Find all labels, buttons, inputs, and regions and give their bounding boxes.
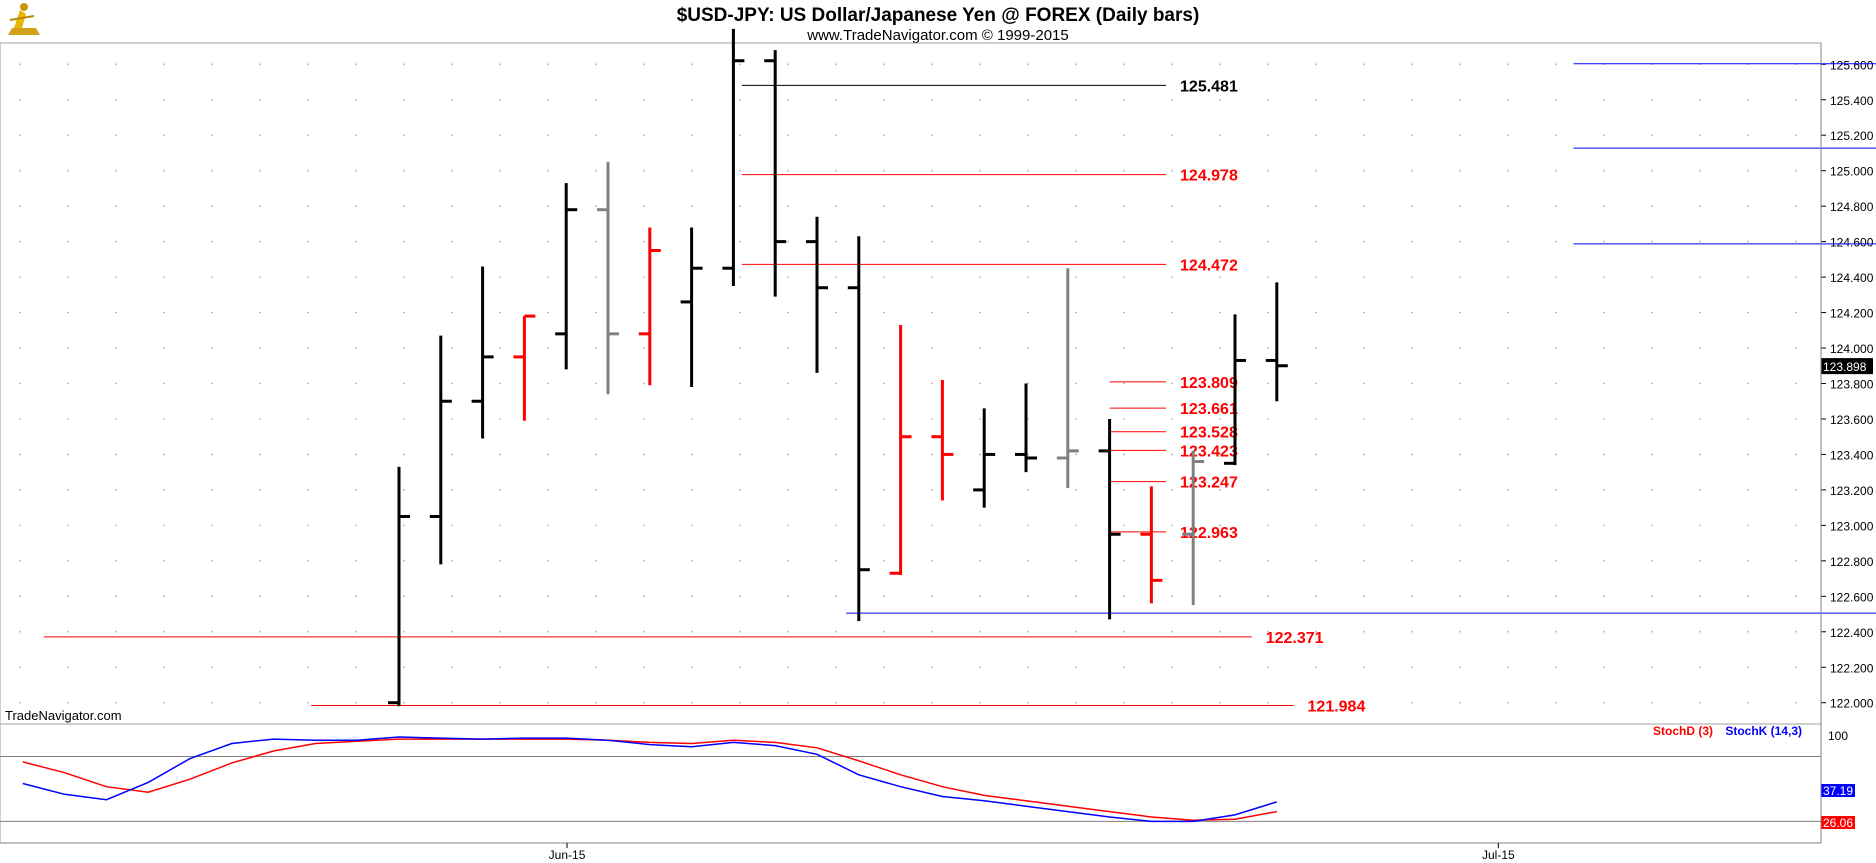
price-tick-label: 124.000	[1830, 342, 1874, 356]
ohlc-bar	[1015, 383, 1037, 473]
header-band	[0, 0, 1876, 43]
ohlc-bar	[847, 236, 870, 622]
stochastic-panel	[0, 723, 1822, 844]
ohlc-bar	[1056, 268, 1079, 489]
price-tick-label: 123.000	[1830, 519, 1874, 533]
price-tick-label: 122.200	[1830, 661, 1874, 675]
stoch-series-line	[22, 736, 1278, 823]
ohlc-bar	[973, 408, 996, 508]
price-tick-label: 125.400	[1830, 94, 1874, 108]
price-tick-label: 123.400	[1830, 448, 1874, 462]
price-tick-label: 122.400	[1830, 626, 1874, 640]
price-tick-label: 124.800	[1830, 200, 1874, 214]
ohlc-bar	[1098, 418, 1121, 620]
stoch-value-box	[1821, 784, 1855, 797]
last-price-box	[1821, 358, 1873, 375]
price-tick-label: 125.000	[1830, 165, 1874, 179]
price-panel	[0, 42, 1822, 725]
level-label: 123.528	[1180, 425, 1238, 442]
bars-layer	[388, 28, 1288, 707]
stoch-value-box	[1821, 816, 1855, 829]
chart-subtitle: www.TradeNavigator.com © 1999-2015	[806, 27, 1068, 44]
level-label: 123.661	[1180, 401, 1238, 418]
ohlc-bar	[1140, 486, 1163, 604]
ohlc-bar	[429, 335, 452, 565]
level-label: 123.247	[1180, 475, 1238, 492]
ohlc-bar	[889, 324, 912, 576]
levels-layer: 125.603125.481125.127124.978124.587124.4…	[43, 63, 1876, 716]
price-tick-label: 124.600	[1830, 236, 1874, 250]
ohlc-bar	[1182, 450, 1205, 606]
date-tick-label: Jul-15	[1482, 848, 1515, 862]
level-label: 124.472	[1180, 257, 1238, 274]
price-tick-label: 124.400	[1830, 271, 1874, 285]
ohlc-bar	[806, 216, 828, 373]
level-label: 122.371	[1266, 630, 1324, 647]
ohlc-bar	[1224, 314, 1246, 466]
stoch-value-label: 26.06	[1823, 816, 1853, 830]
price-tick-label: 125.600	[1830, 58, 1874, 72]
level-label: 121.984	[1308, 699, 1366, 716]
price-tick-label: 122.600	[1830, 590, 1874, 604]
stoch-value-label: 37.19	[1823, 784, 1853, 798]
ohlc-bar	[597, 161, 619, 395]
watermark-label: TradeNavigator.com	[5, 708, 122, 723]
ohlc-bar	[555, 183, 578, 370]
app-logo-icon	[8, 3, 40, 35]
price-tick-label: 124.200	[1830, 307, 1874, 321]
date-tick-label: Jun-15	[549, 848, 586, 862]
price-tick-label: 123.600	[1830, 413, 1874, 427]
price-tick-label: 123.800	[1830, 378, 1874, 392]
price-tick-label: 122.800	[1830, 555, 1874, 569]
ohlc-bar	[764, 50, 787, 297]
ohlc-bar	[513, 314, 536, 421]
legend-stochk: StochK (14,3)	[1725, 724, 1802, 738]
price-tick-label: 122.000	[1830, 697, 1874, 711]
ohlc-bar	[638, 227, 661, 386]
ohlc-bar	[722, 28, 745, 286]
legend-stochd: StochD (3)	[1653, 724, 1713, 738]
last-price-label: 123.898	[1823, 360, 1867, 374]
ohlc-bar	[931, 379, 954, 501]
level-label: 124.978	[1180, 168, 1238, 185]
price-axis: 122.000 122.200 122.400 122.600 122.800 123.0…	[1821, 58, 1874, 711]
stoch-tick-label: 100	[1828, 729, 1848, 743]
ohlc-bar	[471, 266, 494, 439]
price-tick-label: 125.200	[1830, 129, 1874, 143]
stoch-series-line	[22, 738, 1277, 822]
price-tick-label: 123.200	[1830, 484, 1874, 498]
ohlc-bar	[1265, 282, 1288, 402]
ohlc-bar	[388, 466, 410, 707]
grid-dots	[19, 63, 1797, 704]
chart-title: $USD-JPY: US Dollar/Japanese Yen @ FOREX…	[677, 5, 1200, 26]
date-axis	[0, 843, 1876, 863]
level-label: 123.423	[1180, 443, 1238, 460]
level-label: 125.481	[1180, 78, 1238, 95]
ohlc-bar	[680, 227, 703, 388]
level-label: 123.809	[1180, 375, 1238, 392]
